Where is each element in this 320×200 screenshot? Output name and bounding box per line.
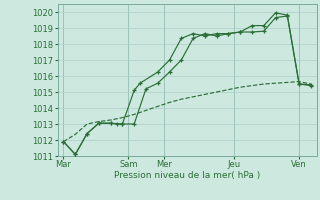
X-axis label: Pression niveau de la mer( hPa ): Pression niveau de la mer( hPa ) xyxy=(114,171,260,180)
